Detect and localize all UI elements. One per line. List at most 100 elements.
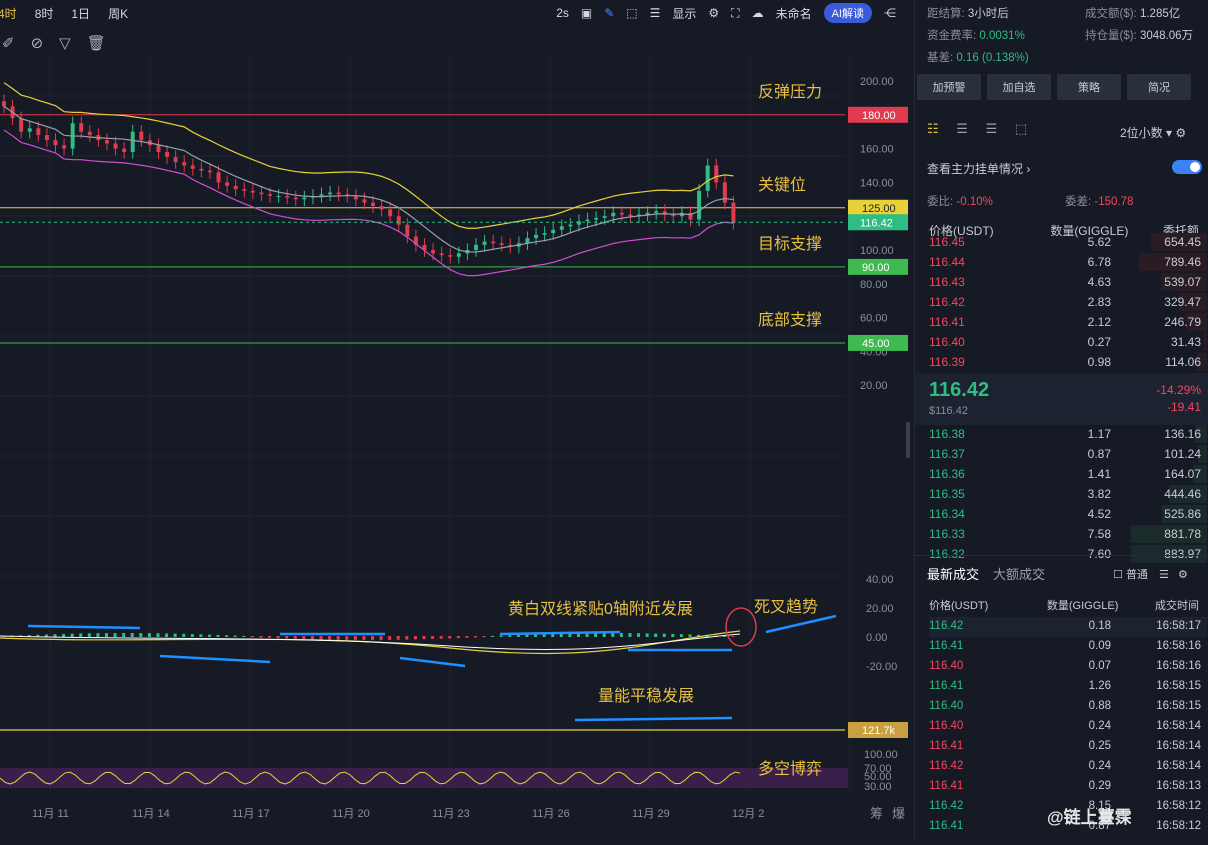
macd-bar: [576, 633, 580, 637]
trade-time: 16:58:14: [1156, 740, 1201, 752]
overview-button[interactable]: 简况: [1127, 74, 1191, 100]
trash-icon[interactable]: 🗑: [86, 35, 106, 52]
magnet-icon[interactable]: ⊘: [30, 35, 44, 52]
y-tick-label: 60.00: [860, 313, 888, 325]
cloud-icon[interactable]: ☁: [751, 6, 764, 20]
tab-large-trades[interactable]: 大额成交: [993, 567, 1046, 582]
bid-row[interactable]: 116.36 1.41 164.07: [929, 464, 1207, 484]
candle-body: [259, 192, 264, 195]
y-tick-label: 20.00: [860, 380, 888, 392]
trades-settings-icon[interactable]: ⚙: [1177, 569, 1188, 581]
ask-row[interactable]: 116.43 4.63 539.07: [929, 272, 1207, 292]
x-tick-label: 11月 29: [632, 808, 670, 820]
ask-row[interactable]: 116.41 2.12 246.79: [929, 312, 1207, 332]
candle-body: [645, 212, 650, 215]
middle-band-line: [3, 105, 734, 253]
depth-bar: [1185, 313, 1207, 331]
orderbook-settings-icon[interactable]: ⚙: [1175, 126, 1187, 140]
ask-row[interactable]: 116.45 5.62 654.45: [929, 232, 1207, 252]
expand-icon[interactable]: ⬚: [626, 6, 638, 20]
settings-icon[interactable]: ⚙: [708, 6, 720, 20]
chart-area[interactable]: 280.00260.00240.00220.00200.00160.00140.…: [0, 8, 912, 840]
edit-icon[interactable]: ✐: [2, 35, 15, 52]
macd-bar: [259, 636, 263, 638]
watchlist-button[interactable]: 加自选: [987, 74, 1051, 100]
macd-bar: [139, 633, 143, 637]
alert-button[interactable]: 加预警: [917, 74, 981, 100]
candle-body: [431, 250, 436, 254]
ask-row[interactable]: 116.42 2.83 329.47: [929, 292, 1207, 312]
ai-button[interactable]: AI解读: [823, 3, 872, 23]
macd-bar: [456, 636, 460, 639]
share-icon[interactable]: ⋲: [884, 6, 896, 20]
fullscreen-icon[interactable]: ⛶: [731, 5, 740, 20]
trades-view-icon[interactable]: ⬚: [1014, 121, 1028, 136]
normal-checkbox[interactable]: ☐: [1113, 569, 1123, 581]
candle-body: [602, 216, 607, 218]
bid-row[interactable]: 116.38 1.17 136.16: [929, 424, 1207, 444]
amount-cell: 654.45: [1164, 235, 1201, 249]
both-view-icon[interactable]: ☷: [927, 121, 939, 136]
strategy-button[interactable]: 策略: [1057, 74, 1121, 100]
candle-body: [473, 244, 478, 250]
settle-label: 距结算:: [927, 8, 965, 20]
macd-bar: [336, 636, 340, 640]
candle-body: [499, 243, 504, 245]
camera-icon[interactable]: ▣: [580, 6, 593, 20]
macd-bar: [568, 633, 572, 637]
layout-name[interactable]: 未命名: [775, 6, 812, 21]
pen-icon[interactable]: ✎: [604, 6, 615, 20]
trade-row: 116.40 0.88 16:58:15: [929, 697, 1207, 717]
orderbook-view-icons[interactable]: ☷ ☰ ☰ ⬚: [927, 121, 1027, 137]
tab-latest-trades[interactable]: 最新成交: [927, 567, 980, 582]
candle-body: [182, 162, 187, 166]
qty-cell: 2.12: [1087, 315, 1111, 329]
price-cell: 116.45: [929, 235, 965, 249]
macd-bar: [96, 633, 100, 637]
bid-view-icon[interactable]: ☰: [956, 121, 968, 136]
filter-icon[interactable]: ▽: [59, 35, 71, 52]
macd-bar: [396, 636, 400, 640]
bid-row[interactable]: 116.35 3.82 444.46: [929, 484, 1207, 504]
trade-row: 116.41 0.87 16:58:12: [929, 817, 1207, 837]
macd-bar: [534, 634, 538, 637]
ob-qty-header[interactable]: 数量(GIGGLE): [1050, 224, 1129, 238]
macd-bar: [242, 635, 246, 637]
last-price-label: 116.42: [860, 217, 893, 229]
macd-bar: [731, 636, 735, 638]
bid-row[interactable]: 116.34 4.52 525.86: [929, 504, 1207, 524]
tf-1w[interactable]: 周K: [108, 6, 129, 21]
bid-row[interactable]: 116.33 7.58 881.78: [929, 524, 1207, 544]
x-tick-label: 11月 26: [532, 808, 570, 820]
bid-row[interactable]: 116.37 0.87 101.24: [929, 444, 1207, 464]
refresh-interval[interactable]: 2s: [556, 6, 569, 20]
indicator-icon[interactable]: ☰: [649, 6, 661, 20]
price-chart-svg[interactable]: 280.00260.00240.00220.00200.00160.00140.…: [0, 8, 912, 840]
display-button[interactable]: 显示: [672, 6, 697, 21]
ask-row[interactable]: 116.39 0.98 114.06: [929, 352, 1207, 372]
trade-qty-header[interactable]: 数量(GIGGLE): [1046, 600, 1119, 612]
trade-qty: 0.24: [1088, 760, 1111, 772]
depth-bar: [1197, 353, 1207, 371]
macd-bar: [104, 633, 108, 637]
ask-row[interactable]: 116.40 0.27 31.43: [929, 332, 1207, 352]
depth-bar: [1204, 333, 1207, 351]
trade-time: 16:58:15: [1156, 700, 1201, 712]
macd-bar: [207, 634, 211, 637]
trades-filter-icon[interactable]: ☰: [1159, 569, 1169, 581]
candle-body: [242, 189, 247, 191]
turnover-label: 成交额($):: [1085, 8, 1137, 20]
candle-body: [422, 244, 427, 250]
tf-4h[interactable]: 4时: [0, 6, 17, 21]
ask-view-icon[interactable]: ☰: [985, 121, 998, 136]
tf-1d[interactable]: 1日: [71, 6, 91, 21]
decimal-select[interactable]: 2位小数: [1120, 126, 1163, 140]
bid-row[interactable]: 116.32 7.60 883.97: [929, 544, 1207, 564]
mainforce-toggle[interactable]: [1172, 160, 1202, 174]
tf-8h[interactable]: 8时: [34, 6, 54, 21]
last-price-tag: [848, 214, 908, 231]
ask-row[interactable]: 116.44 6.78 789.46: [929, 252, 1207, 272]
macd-bar: [225, 635, 229, 637]
mainforce-link[interactable]: 查看主力挂单情况: [927, 162, 1024, 176]
macd-bar: [233, 635, 237, 637]
